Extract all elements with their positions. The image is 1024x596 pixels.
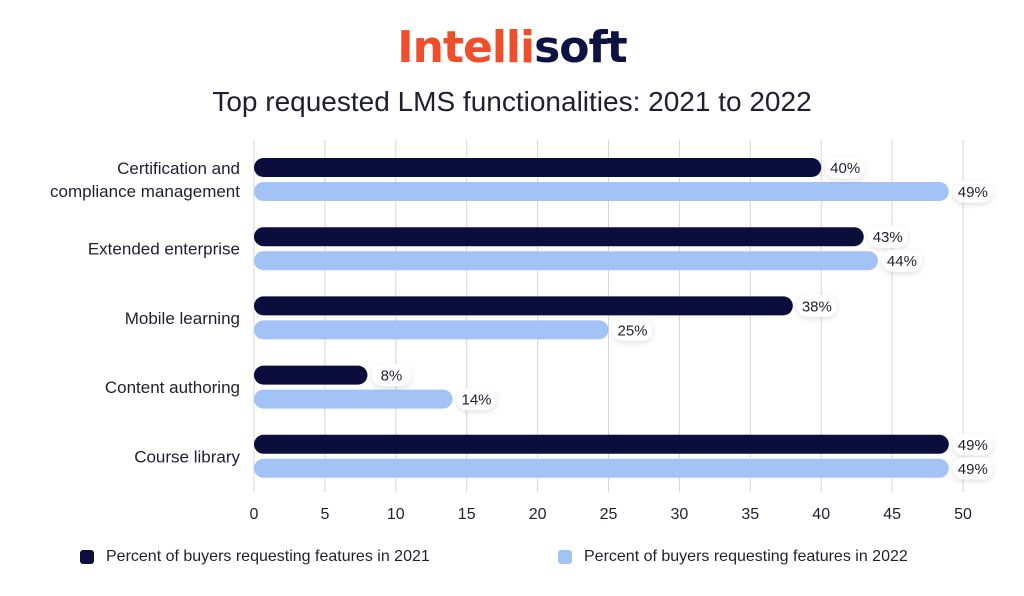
legend-label-2022: Percent of buyers requesting features in… (584, 548, 908, 565)
value-label-bg (796, 294, 837, 317)
brand-logo-part2: soft (534, 22, 628, 73)
bar (254, 458, 949, 478)
value-label: 43% (873, 229, 903, 246)
chart-title: Top requested LMS functionalities: 2021 … (212, 86, 812, 117)
category-label: Extended enterprise (88, 240, 240, 259)
legend-item-2021: Percent of buyers requesting features in… (80, 548, 430, 566)
value-label: 40% (830, 160, 860, 177)
legend-item-2022: Percent of buyers requesting features in… (558, 548, 908, 566)
bar-chart: 0 5 10 15 20 25 30 35 40 45 50 Certification and com… (50, 140, 993, 523)
value-label: 49% (958, 184, 988, 201)
brand-logo: Intellisoft (0, 22, 1024, 74)
x-tick-label: 0 (250, 506, 259, 523)
category-label: Course library (134, 447, 240, 466)
bar (254, 389, 453, 409)
x-tick-label: 40 (812, 506, 830, 523)
value-label: 49% (958, 461, 988, 478)
x-tick-label: 10 (387, 506, 405, 523)
value-label: 38% (802, 298, 832, 315)
category-label: Mobile learning (125, 309, 240, 328)
brand-logo-part1: Intelli (397, 22, 535, 73)
value-label-bg (881, 249, 922, 272)
x-tick-label: 5 (320, 506, 329, 523)
value-label-bg (371, 364, 412, 387)
legend: Percent of buyers requesting features in… (0, 548, 1024, 572)
bar (254, 365, 368, 385)
value-label: 49% (958, 437, 988, 454)
legend-swatch-2022 (558, 550, 572, 564)
x-tick-label: 15 (458, 506, 476, 523)
value-label: 14% (462, 392, 492, 409)
bar (254, 296, 793, 316)
bar (254, 182, 949, 201)
bar (254, 251, 878, 271)
value-label: 8% (381, 368, 403, 385)
value-label: 44% (887, 253, 917, 270)
legend-label-2021: Percent of buyers requesting features in… (106, 548, 430, 565)
value-label-bg (867, 225, 908, 248)
value-label-bg (456, 388, 497, 411)
value-label-bg (825, 156, 866, 179)
x-tick-label: 20 (529, 506, 547, 523)
x-tick-label: 25 (600, 506, 618, 523)
value-label-bg (952, 433, 993, 456)
x-tick-label: 45 (883, 506, 901, 523)
x-tick-label: 50 (954, 506, 972, 523)
x-tick-label: 35 (741, 506, 759, 523)
category-label: Content authoring (105, 378, 240, 397)
category-label: compliance management (50, 182, 240, 201)
value-label: 25% (617, 322, 647, 339)
bar (254, 227, 864, 247)
bar (254, 320, 609, 340)
bar (254, 158, 822, 177)
value-label-bg (952, 180, 993, 203)
x-tick-label: 30 (671, 506, 689, 523)
bars (254, 158, 949, 478)
bar (254, 434, 949, 454)
value-label-bg (952, 457, 993, 480)
labels: 0 5 10 15 20 25 30 35 40 45 50 Certification and com… (50, 156, 993, 523)
category-label: Certification and (117, 159, 240, 178)
legend-swatch-2021 (80, 550, 94, 564)
value-label-bg (612, 318, 653, 341)
